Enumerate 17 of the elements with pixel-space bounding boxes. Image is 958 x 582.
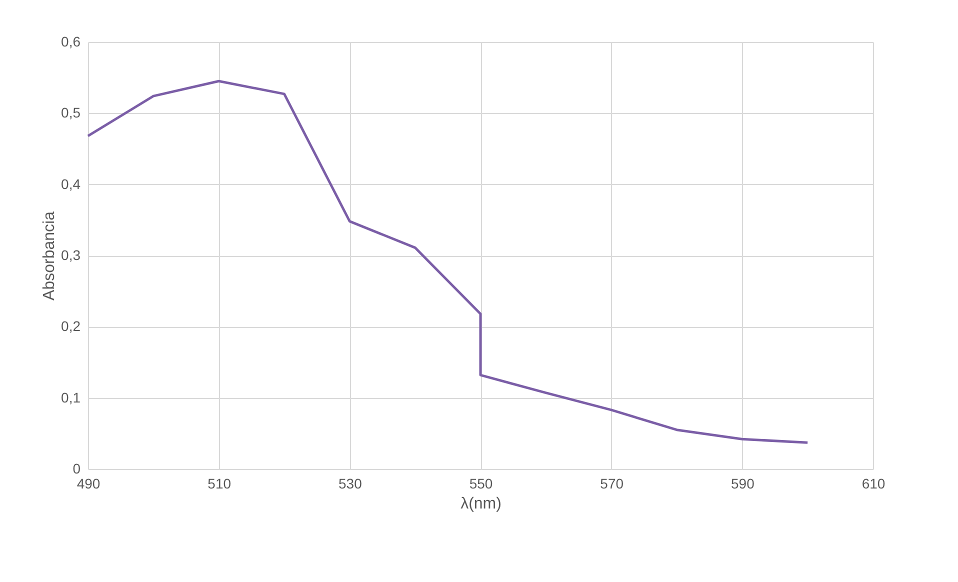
x-tick-label: 590: [730, 476, 755, 492]
y-tick-label: 0: [72, 460, 81, 476]
x-tick-label: 490: [76, 476, 100, 492]
x-axis-title: λ(nm): [460, 496, 502, 512]
line-series: [86, 80, 809, 444]
y-tick-label: 0,6: [61, 34, 81, 50]
y-tick-label: 0,2: [61, 318, 81, 334]
y-axis-title: Absorbancia: [41, 211, 58, 300]
y-tick-label: 0,3: [61, 247, 81, 263]
x-tick-label: 510: [208, 476, 232, 492]
y-tick-label: 0,4: [61, 176, 81, 192]
y-tick-label: 0,5: [61, 104, 81, 121]
y-tick-label: 0,1: [61, 389, 81, 406]
x-tick-label: 570: [600, 476, 624, 492]
x-tick-label: 610: [862, 476, 886, 492]
x-tick-label: 530: [338, 476, 362, 492]
x-tick-label: 550: [469, 476, 493, 492]
